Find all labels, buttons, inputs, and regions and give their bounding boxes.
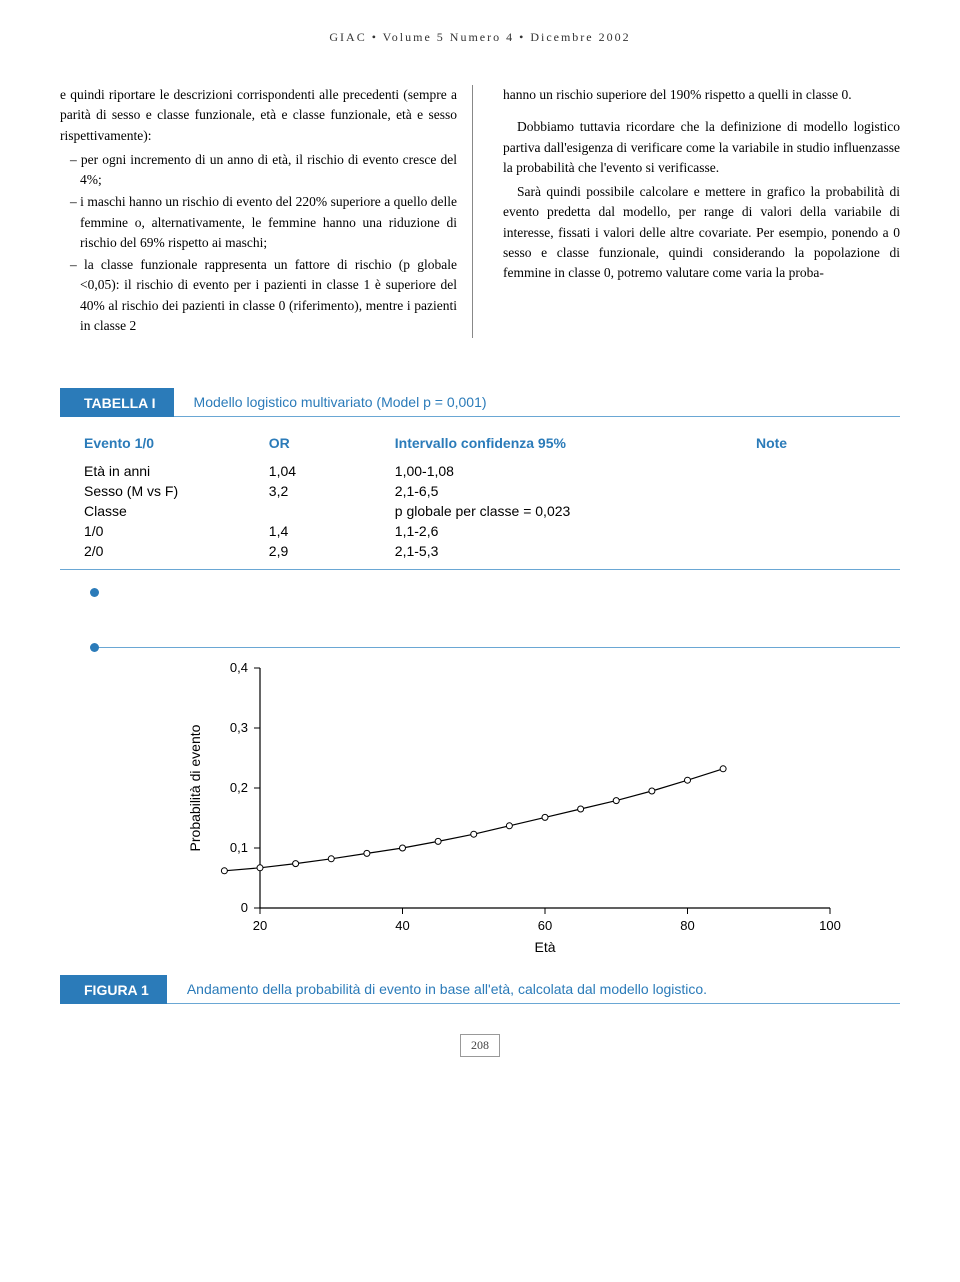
th-note: Note <box>752 429 920 461</box>
bullet-list: per ogni incremento di un anno di età, i… <box>60 150 457 336</box>
page-number: 208 <box>460 1034 500 1057</box>
bullet-item: per ogni incremento di un anno di età, i… <box>70 150 457 191</box>
table-cell: 2/0 <box>80 541 265 561</box>
table-caption: Modello logistico multivariato (Model p … <box>174 388 900 417</box>
figure-top-rule <box>95 647 900 648</box>
bullet-item: la classe funzionale rappresenta un fatt… <box>70 255 457 336</box>
bullet-item: i maschi hanno un rischio di evento del … <box>70 192 457 253</box>
svg-text:0,4: 0,4 <box>230 660 248 675</box>
table-cell <box>265 501 391 521</box>
chart-container: 0 0,1 0,2 0,3 0,4 20 40 60 80 100 Età Probabilità d… <box>170 658 840 963</box>
figure-block: 0 0,1 0,2 0,3 0,4 20 40 60 80 100 Età Probabilità d… <box>60 647 900 1004</box>
table-cell <box>752 481 920 501</box>
svg-text:0,2: 0,2 <box>230 780 248 795</box>
svg-text:Probabilità di evento: Probabilità di evento <box>187 724 203 851</box>
line-chart: 0 0,1 0,2 0,3 0,4 20 40 60 80 100 Età Probabilità d… <box>170 658 850 958</box>
table-cell: Sesso (M vs F) <box>80 481 265 501</box>
svg-text:80: 80 <box>680 918 694 933</box>
svg-text:40: 40 <box>395 918 409 933</box>
figure-caption-row: FIGURA 1 Andamento della probabilità di … <box>60 975 900 1004</box>
svg-text:0,1: 0,1 <box>230 840 248 855</box>
figure-badge: FIGURA 1 <box>60 975 167 1004</box>
table-cell <box>752 501 920 521</box>
table-cell: 2,1-6,5 <box>391 481 752 501</box>
th-evento: Evento 1/0 <box>80 429 265 461</box>
table-block: TABELLA I Modello logistico multivariato… <box>60 388 900 597</box>
table-cell: 3,2 <box>265 481 391 501</box>
svg-text:20: 20 <box>253 918 267 933</box>
table-row: 2/02,92,1-5,3 <box>80 541 920 561</box>
table-cell: 1/0 <box>80 521 265 541</box>
table-row: Età in anni1,041,00-1,08 <box>80 461 920 481</box>
journal-header: GIAC • Volume 5 Numero 4 • Dicembre 2002 <box>60 30 900 45</box>
svg-text:Età: Età <box>534 939 555 955</box>
table-bullet-icon <box>90 588 99 597</box>
svg-text:0,3: 0,3 <box>230 720 248 735</box>
intro-paragraph: e quindi riportare le descrizioni corris… <box>60 85 457 146</box>
table-cell: 2,1-5,3 <box>391 541 752 561</box>
svg-text:0: 0 <box>241 900 248 915</box>
table-cell <box>752 461 920 481</box>
table-cell: 1,1-2,6 <box>391 521 752 541</box>
svg-text:100: 100 <box>819 918 841 933</box>
left-column: e quindi riportare le descrizioni corris… <box>60 85 473 338</box>
table-cell <box>752 541 920 561</box>
table-header: TABELLA I Modello logistico multivariato… <box>60 388 900 417</box>
paragraph: Dobbiamo tuttavia ricordare che la defin… <box>503 117 900 178</box>
table-cell: Età in anni <box>80 461 265 481</box>
table-row: 1/01,41,1-2,6 <box>80 521 920 541</box>
table-badge: TABELLA I <box>60 388 174 417</box>
table-row: Sesso (M vs F)3,22,1-6,5 <box>80 481 920 501</box>
paragraph: Sarà quindi possibile calcolare e metter… <box>503 182 900 283</box>
body-columns: e quindi riportare le descrizioni corris… <box>60 85 900 338</box>
table-cell: 2,9 <box>265 541 391 561</box>
table-row: Classe p globale per classe = 0,023 <box>80 501 920 521</box>
data-table: Evento 1/0 OR Intervallo confidenza 95% … <box>80 429 920 561</box>
table-bottom-rule <box>60 569 900 570</box>
figure-caption: Andamento della probabilità di evento in… <box>167 975 900 1004</box>
table-cell <box>752 521 920 541</box>
th-or: OR <box>265 429 391 461</box>
table-cell: Classe <box>80 501 265 521</box>
table-cell: p globale per classe = 0,023 <box>391 501 752 521</box>
table-head-row: Evento 1/0 OR Intervallo confidenza 95% … <box>80 429 920 461</box>
table-cell: 1,00-1,08 <box>391 461 752 481</box>
th-ci: Intervallo confidenza 95% <box>391 429 752 461</box>
paragraph: hanno un rischio superiore del 190% risp… <box>503 85 900 105</box>
right-column: hanno un rischio superiore del 190% risp… <box>503 85 900 338</box>
svg-text:60: 60 <box>538 918 552 933</box>
table-cell: 1,4 <box>265 521 391 541</box>
table-cell: 1,04 <box>265 461 391 481</box>
